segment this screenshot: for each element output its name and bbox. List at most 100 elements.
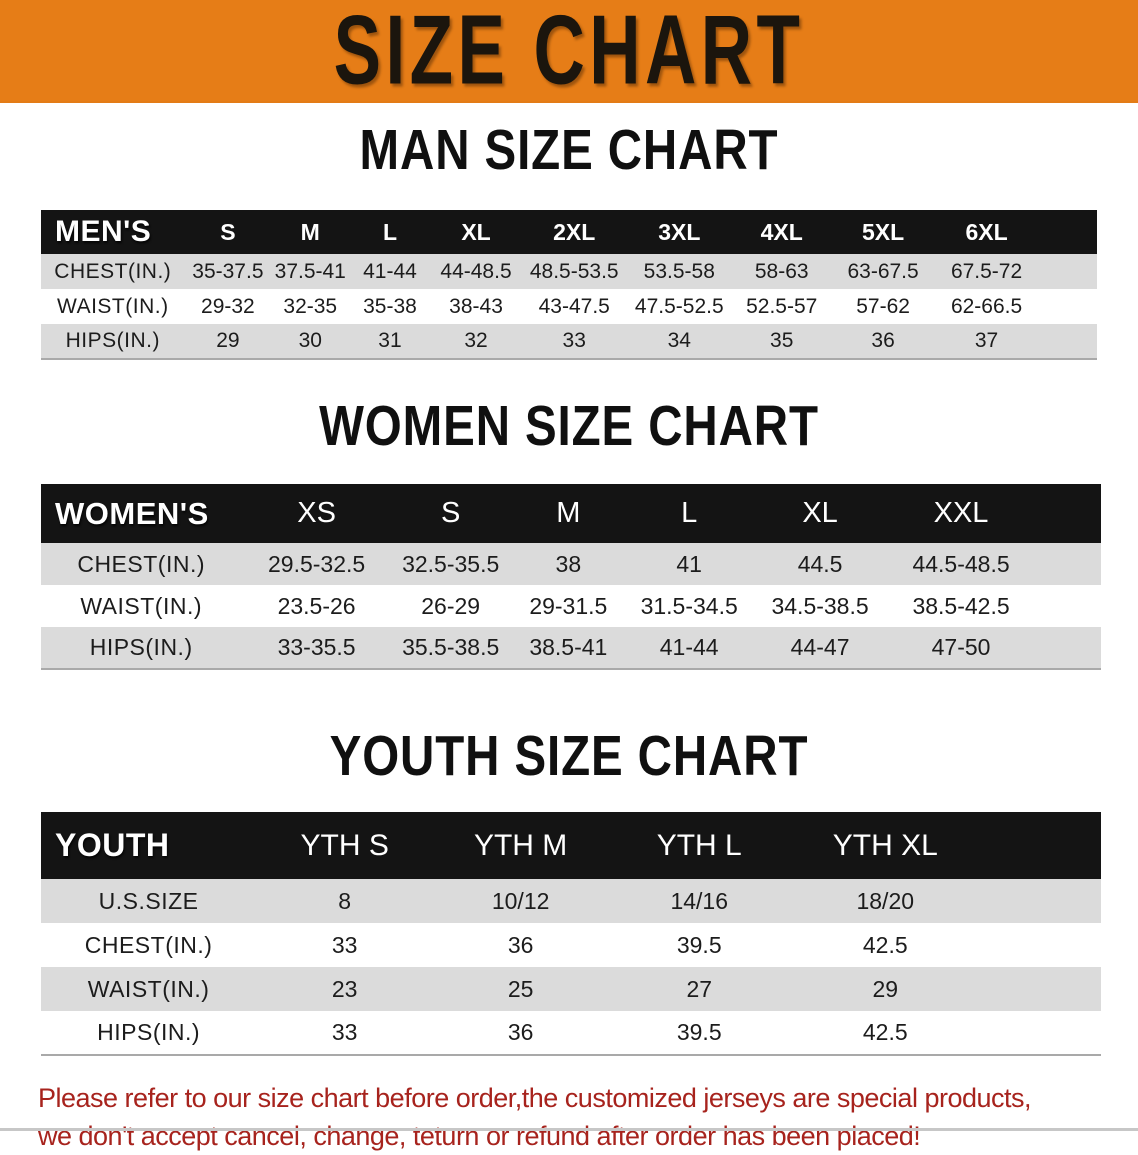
table-row: CHEST(IN.) 29.5-32.5 32.5-35.5 38 41 44.5 44.5…: [41, 543, 1101, 585]
size-value: 29.5-32.5: [267, 550, 366, 577]
size-value: 43-47.5: [538, 294, 610, 318]
column-header: 3XL: [658, 218, 701, 245]
youth-size-chart-section: YOUTH SIZE CHART YOUTH YTH S YTH M YTH L YTH…: [0, 725, 1138, 1056]
banner-title: SIZE CHART: [333, 0, 805, 105]
size-value: 29-32: [201, 294, 255, 318]
column-header: S: [220, 218, 236, 245]
column-header: 6XL: [965, 218, 1008, 245]
size-value: 33: [562, 329, 586, 352]
table-row: CHEST(IN.) 35-37.5 37.5-41 41-44 44-48.5 48.5…: [41, 254, 1097, 289]
size-value: 29: [872, 975, 899, 1002]
table-corner-label: YOUTH: [55, 827, 170, 863]
column-header: 2XL: [553, 218, 596, 245]
size-value: 53.5-58: [643, 259, 715, 283]
size-value: 33: [331, 931, 358, 958]
size-value: 67.5-72: [950, 259, 1023, 283]
bottom-divider: [0, 1128, 1138, 1131]
size-value: 41-44: [363, 259, 417, 283]
youth-size-table: YOUTH YTH S YTH M YTH L YTH XL U.S.SIZE 8 10/1…: [41, 812, 1101, 1056]
size-value: 57-62: [856, 294, 910, 318]
filler-cell: [980, 1011, 1101, 1055]
mens-size-table: MEN'S S M L XL 2XL 3XL 4XL 5XL 6XL CHEST(IN.) 35-3…: [41, 210, 1097, 360]
column-header: YTH M: [473, 828, 568, 862]
column-header: XXL: [933, 497, 989, 529]
size-value: 31: [378, 329, 402, 352]
row-label: WAIST(IN.): [80, 592, 202, 619]
size-value: 36: [507, 931, 534, 958]
row-label: CHEST(IN.): [84, 931, 213, 958]
size-value: 37.5-41: [274, 259, 346, 283]
column-header: L: [681, 497, 698, 529]
size-value: 26-29: [421, 592, 481, 619]
size-value: 8: [338, 887, 352, 914]
row-label: CHEST(IN.): [77, 550, 205, 577]
size-value: 32-35: [283, 294, 338, 318]
filler-cell: [1039, 324, 1097, 359]
size-value: 33-35.5: [277, 634, 356, 660]
size-value: 25: [507, 975, 534, 1002]
size-value: 37: [974, 329, 999, 352]
size-value: 29-31.5: [529, 592, 608, 619]
order-disclaimer: Please refer to our size chart before or…: [0, 1079, 1138, 1155]
filler-cell: [1033, 484, 1101, 543]
size-value: 47-50: [931, 634, 991, 660]
size-value: 41: [676, 550, 702, 577]
row-label: WAIST(IN.): [87, 975, 210, 1002]
column-header: M: [556, 497, 581, 529]
filler-cell: [980, 812, 1101, 879]
size-value: 38-43: [449, 294, 503, 318]
size-value: 35.5-38.5: [402, 634, 500, 660]
size-value: 10/12: [491, 887, 550, 914]
table-row: HIPS(IN.) 33-35.5 35.5-38.5 38.5-41 41-44 44-…: [41, 627, 1101, 669]
filler-cell: [1039, 254, 1097, 289]
youth-section-title: YOUTH SIZE CHART: [329, 724, 809, 788]
disclaimer-line-1: Please refer to our size chart before or…: [38, 1083, 1032, 1113]
women-section-title: WOMEN SIZE CHART: [319, 394, 819, 458]
column-header: YTH L: [656, 828, 742, 862]
row-label: U.S.SIZE: [98, 887, 199, 914]
men-size-chart-section: MAN SIZE CHART MEN'S S M L XL 2XL 3XL 4XL 5XL 6XL…: [0, 119, 1138, 360]
size-value: 38.5-41: [529, 634, 608, 660]
size-value: 38.5-42.5: [912, 592, 1010, 619]
column-header: XL: [802, 497, 838, 529]
size-value: 32.5-35.5: [402, 550, 500, 577]
size-value: 35: [770, 329, 794, 352]
size-value: 52.5-57: [746, 294, 818, 318]
column-header: 4XL: [760, 218, 803, 245]
row-label: WAIST(IN.): [57, 294, 169, 318]
filler-cell: [1033, 543, 1101, 585]
womens-size-table: WOMEN'S XS S M L XL XXL CHEST(IN.) 29.5-32.5 32.…: [41, 484, 1101, 670]
column-header: YTH XL: [832, 828, 938, 862]
table-row: HIPS(IN.) 33 36 39.5 42.5: [41, 1011, 1101, 1055]
size-value: 35-38: [363, 294, 417, 318]
table-row: CHEST(IN.) 33 36 39.5 42.5: [41, 923, 1101, 967]
size-value: 44-48.5: [440, 259, 512, 283]
size-value: 23: [331, 975, 358, 1002]
row-label: CHEST(IN.): [54, 259, 172, 283]
table-header-row: YOUTH YTH S YTH M YTH L YTH XL: [41, 812, 1101, 879]
women-size-chart-section: WOMEN SIZE CHART WOMEN'S XS S M L XL XXL CHEST…: [0, 395, 1138, 670]
size-value: 27: [686, 975, 713, 1002]
size-value: 38: [555, 550, 582, 577]
column-header: YTH S: [300, 828, 389, 862]
men-section-title: MAN SIZE CHART: [359, 118, 779, 182]
size-value: 58-63: [754, 259, 809, 283]
size-value: 36: [507, 1019, 534, 1045]
filler-cell: [980, 923, 1101, 967]
size-value: 39.5: [676, 1019, 722, 1045]
size-value: 31.5-34.5: [640, 592, 738, 619]
column-header: L: [382, 218, 397, 245]
size-value: 44.5-48.5: [912, 550, 1010, 577]
table-row: WAIST(IN.) 23 25 27 29: [41, 967, 1101, 1011]
filler-cell: [1039, 289, 1097, 324]
size-value: 42.5: [862, 931, 908, 958]
table-corner-label: WOMEN'S: [55, 495, 209, 531]
size-value: 18/20: [856, 887, 915, 914]
size-value: 47.5-52.5: [634, 294, 724, 318]
column-header: M: [300, 218, 320, 245]
filler-cell: [1033, 627, 1101, 669]
size-value: 62-66.5: [950, 294, 1023, 318]
size-value: 36: [871, 329, 895, 352]
column-header: XS: [297, 497, 336, 529]
size-value: 44.5: [797, 550, 843, 577]
